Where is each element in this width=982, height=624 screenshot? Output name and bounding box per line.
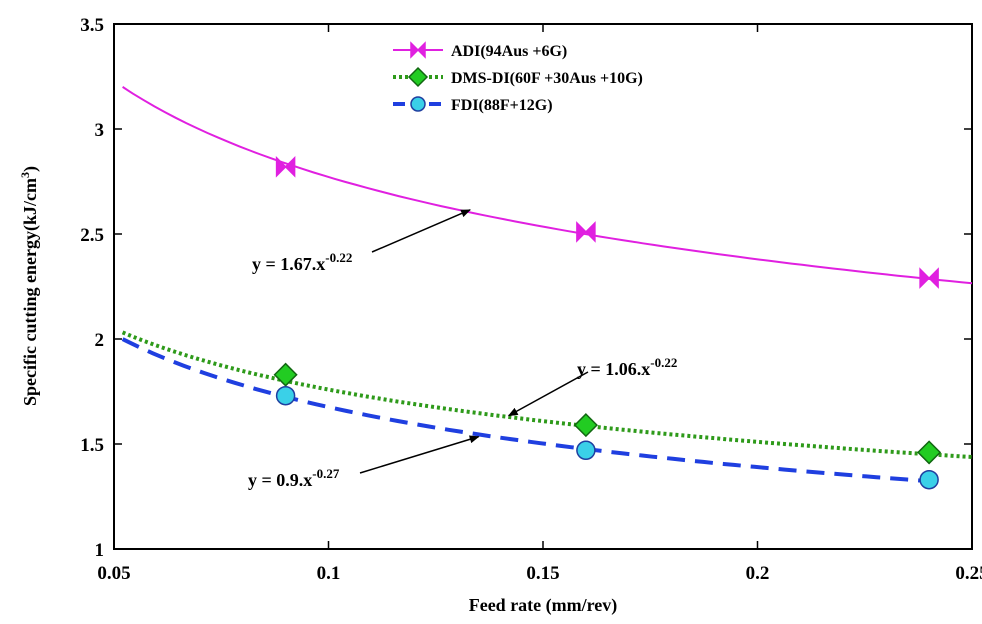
data-markers	[273, 155, 942, 490]
y-axis-title: Specific cutting energy(kJ/cm3)	[18, 166, 41, 406]
data-point	[273, 362, 298, 387]
y-tick-label: 2	[95, 330, 105, 351]
legend-entry: ADI(94Aus +6G)	[451, 43, 567, 60]
data-point	[573, 413, 598, 438]
data-point	[576, 440, 596, 461]
y-tick-label: 3.5	[80, 15, 104, 36]
y-axis-unit-prefix: (kJ/cm	[20, 178, 41, 231]
data-point	[410, 41, 426, 59]
data-point	[576, 221, 596, 243]
x-tick-label: 0.2	[746, 563, 770, 584]
data-point	[407, 66, 429, 88]
annotation-arrow	[507, 371, 589, 417]
data-point	[919, 267, 939, 289]
x-tick-label: 0.15	[526, 563, 559, 584]
y-tick-label: 1.5	[80, 435, 104, 456]
y-axis-title-main: Specific cutting energy	[20, 231, 40, 406]
y-tick-label: 1	[95, 540, 105, 561]
series-line	[121, 337, 938, 484]
data-point	[275, 155, 296, 178]
y-tick-label: 3	[95, 120, 105, 141]
y-axis-unit-exponent: 3	[18, 172, 32, 178]
x-tick-label: 0.1	[317, 563, 341, 584]
annotation-arrow	[359, 435, 480, 474]
legend-entry: FDI(88F+12G)	[451, 97, 553, 114]
data-point	[410, 96, 426, 112]
equation-label: y = 1.06.x-0.22	[577, 355, 677, 379]
data-point	[917, 440, 942, 465]
legend-entry: DMS-DI(60F +30Aus +10G)	[451, 70, 643, 87]
y-tick-label: 2.5	[80, 225, 104, 246]
equation-label: y = 1.67.x-0.22	[252, 250, 352, 274]
x-tick-label: 0.25	[955, 563, 982, 584]
equation-annotations: y = 1.67.x-0.22 y = 1.06.x-0.22 y = 0.9.x-…	[248, 209, 677, 490]
x-tick-label: 0.05	[97, 563, 130, 584]
equation-label: y = 0.9.x-0.27	[248, 466, 340, 490]
legend: ADI(94Aus +6G) DMS-DI(60F +30Aus +10G) FDI…	[393, 41, 643, 114]
axis-ticks: 0.05 0.1 0.15 0.2 0.25 1 1.5 2 2.5 3 3.5	[80, 15, 982, 584]
fit-curves	[121, 86, 973, 484]
series-line	[122, 86, 973, 285]
y-axis-unit-suffix: )	[20, 166, 41, 172]
annotation-arrow	[371, 209, 471, 253]
data-point	[919, 469, 939, 490]
x-axis-title: Feed rate (mm/rev)	[469, 595, 618, 616]
data-point	[275, 385, 296, 406]
